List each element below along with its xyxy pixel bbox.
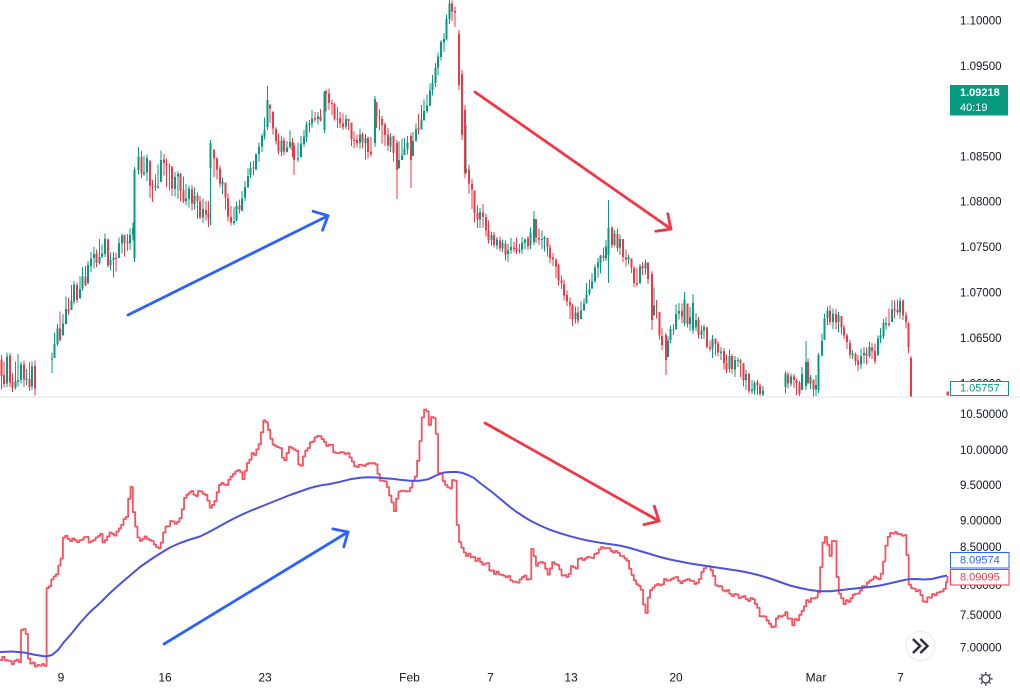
svg-text:9.00000: 9.00000: [960, 515, 1002, 527]
svg-text:8.09574: 8.09574: [960, 554, 1000, 566]
svg-text:1.06500: 1.06500: [960, 333, 1002, 345]
svg-text:Mar: Mar: [806, 671, 827, 685]
svg-text:13: 13: [564, 671, 578, 685]
svg-text:1.10000: 1.10000: [960, 16, 1002, 28]
svg-text:1.08500: 1.08500: [960, 152, 1002, 164]
svg-text:23: 23: [258, 671, 272, 685]
svg-text:1.05757: 1.05757: [960, 383, 1000, 395]
svg-text:1.09218: 1.09218: [960, 87, 1000, 99]
svg-text:16: 16: [158, 671, 172, 685]
svg-text:7: 7: [897, 671, 904, 685]
svg-text:Feb: Feb: [399, 671, 420, 685]
svg-text:1.07500: 1.07500: [960, 242, 1002, 254]
svg-text:1.07000: 1.07000: [960, 288, 1002, 300]
svg-text:10.50000: 10.50000: [960, 409, 1008, 421]
svg-text:1.08000: 1.08000: [960, 197, 1002, 209]
svg-text:7.50000: 7.50000: [960, 610, 1002, 622]
svg-text:40:19: 40:19: [960, 102, 988, 114]
svg-text:7: 7: [487, 671, 494, 685]
svg-text:8.50000: 8.50000: [960, 542, 1002, 554]
svg-text:9.50000: 9.50000: [960, 480, 1002, 492]
svg-text:8.09095: 8.09095: [960, 571, 1000, 583]
svg-text:7.00000: 7.00000: [960, 643, 1002, 655]
svg-text:1.09500: 1.09500: [960, 61, 1002, 73]
svg-text:20: 20: [669, 671, 683, 685]
svg-text:9: 9: [58, 671, 65, 685]
svg-text:10.00000: 10.00000: [960, 445, 1008, 457]
